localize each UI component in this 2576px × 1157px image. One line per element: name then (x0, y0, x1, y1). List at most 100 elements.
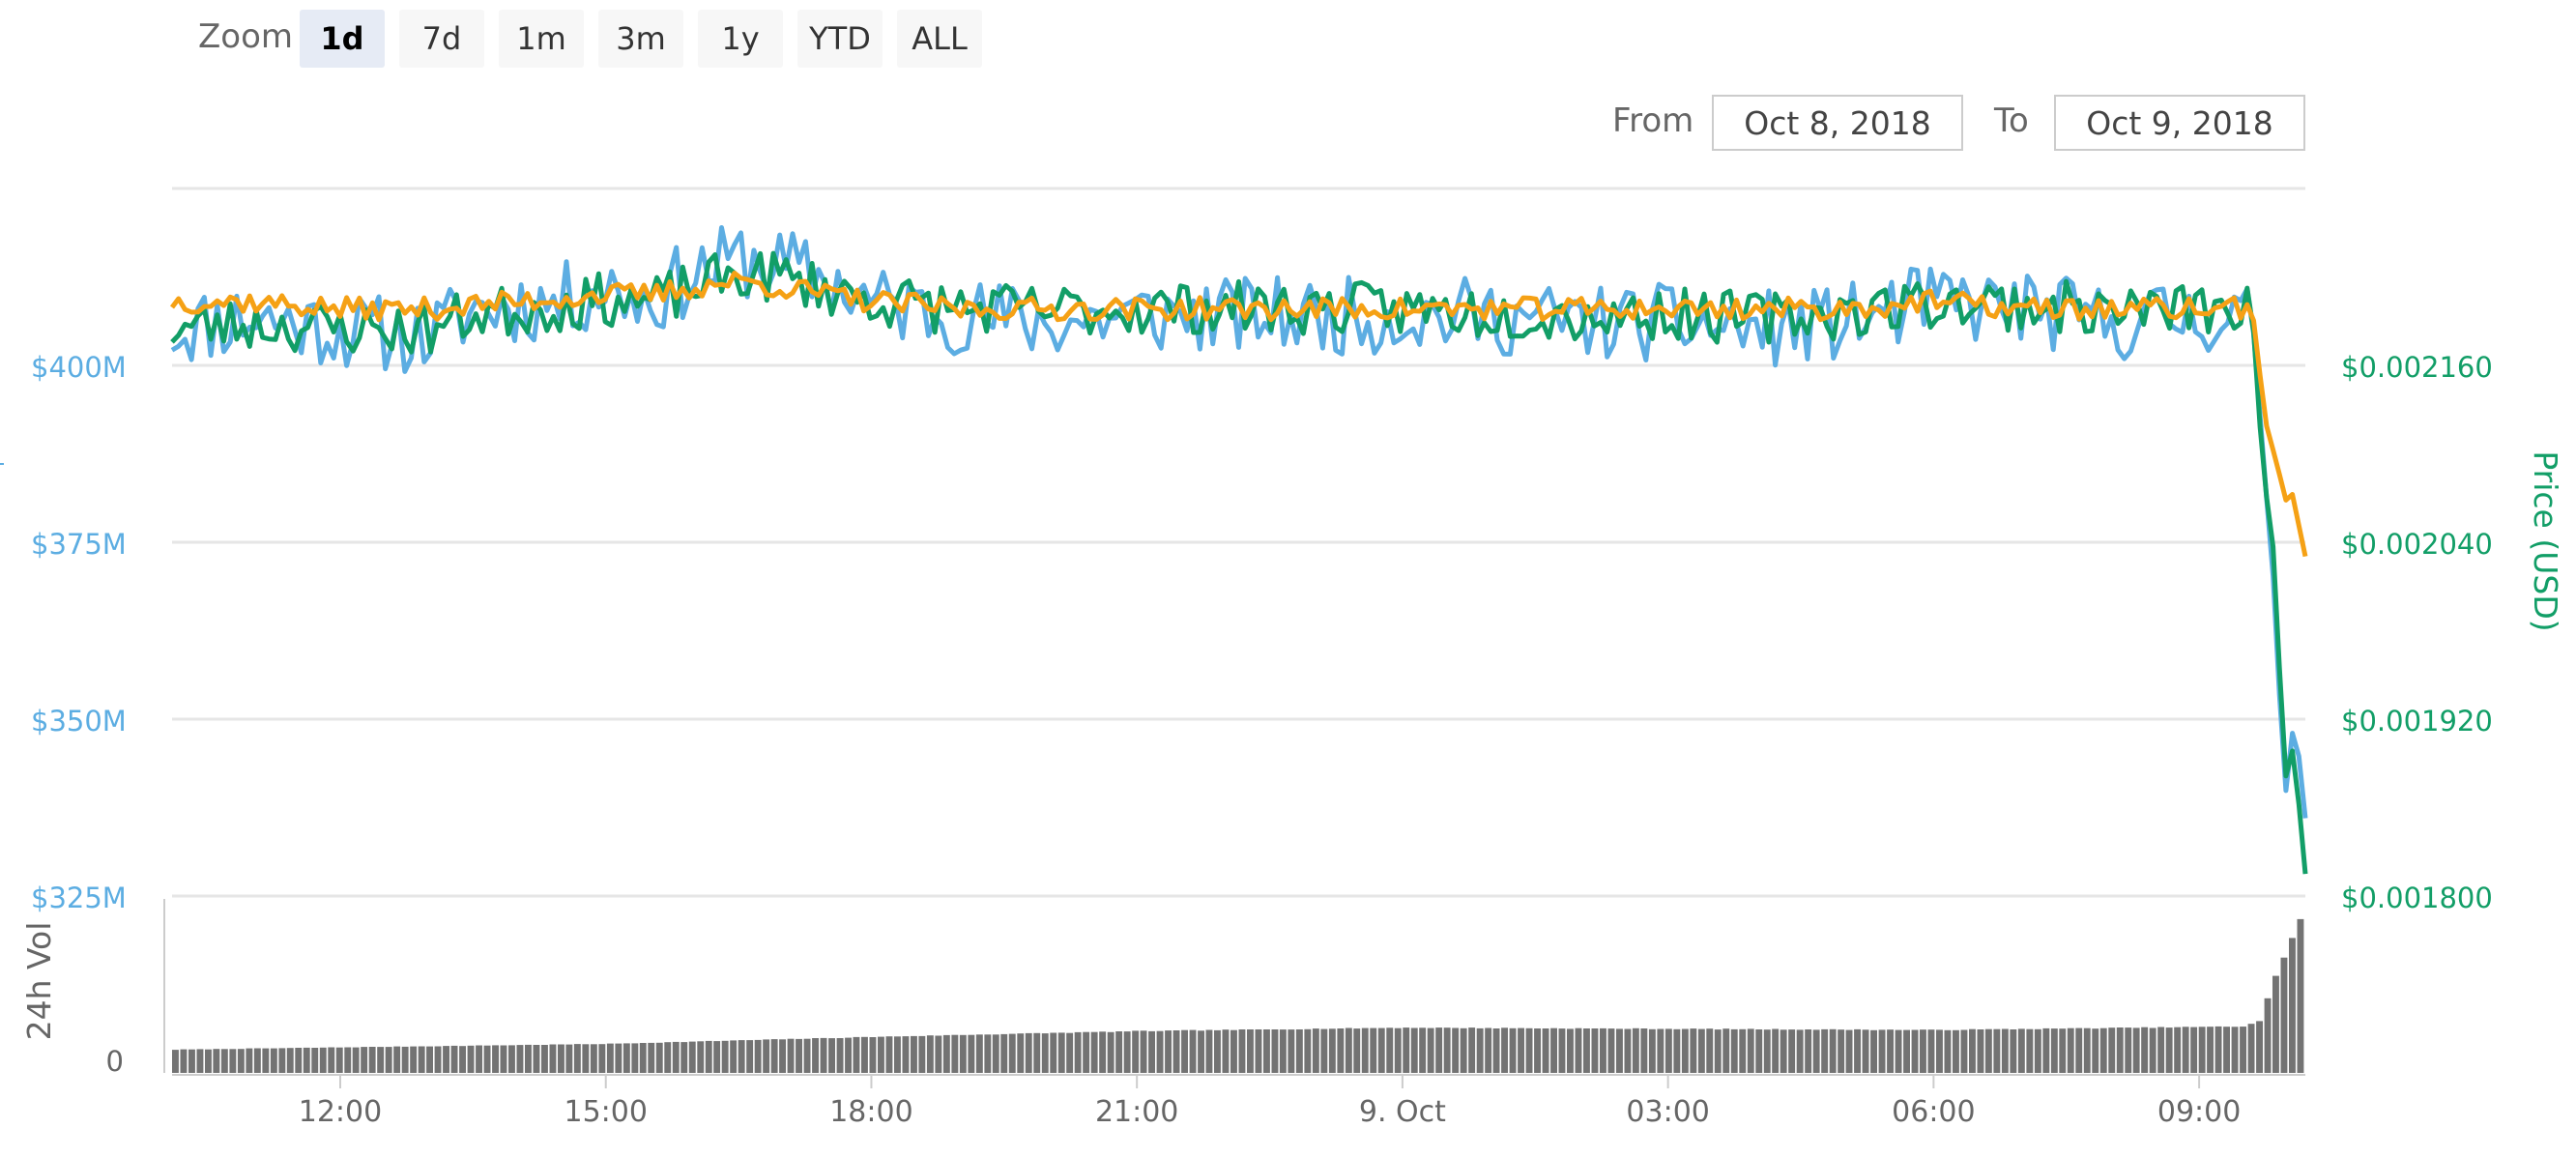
volume-bar (770, 1039, 778, 1073)
volume-bar (377, 1047, 385, 1073)
volume-bar (894, 1036, 901, 1073)
volume-bar (533, 1045, 540, 1073)
volume-bar (508, 1045, 515, 1073)
volume-bar (1230, 1029, 1237, 1073)
x-axis-tick-label: 12:00 (299, 1095, 382, 1129)
zoom-ytd-button[interactable]: YTD (797, 10, 883, 68)
volume-bar (1041, 1033, 1049, 1073)
volume-bar (1903, 1029, 1910, 1073)
volume-bar (606, 1043, 614, 1073)
volume-bar (1115, 1031, 1123, 1073)
volume-bar (1017, 1033, 1025, 1073)
volume-bar (942, 1034, 950, 1073)
volume-bar (205, 1049, 212, 1073)
zoom-1m-button[interactable]: 1m (499, 10, 584, 68)
x-axis-tick-label: 18:00 (829, 1095, 912, 1129)
volume-bar (1000, 1033, 1008, 1073)
volume-bar (180, 1049, 188, 1073)
volume-bar (1443, 1027, 1451, 1073)
volume-bar (918, 1035, 926, 1073)
volume-bar (1534, 1028, 1541, 1073)
volume-bar (1772, 1028, 1780, 1073)
zoom-7d-button[interactable]: 7d (399, 10, 484, 68)
volume-bar (278, 1048, 286, 1073)
volume-bar (1993, 1028, 2001, 1073)
volume-bar (188, 1049, 195, 1073)
volume-bar (648, 1042, 655, 1073)
volume-bar (869, 1037, 877, 1073)
volume-bar (172, 1050, 179, 1073)
zoom-all-button[interactable]: ALL (897, 10, 982, 68)
volume-bar (2075, 1027, 2083, 1073)
volume-bar (1895, 1029, 1902, 1073)
volume-bar (582, 1044, 590, 1073)
volume-bar (1271, 1029, 1279, 1073)
zoom-1d-button[interactable]: 1d (300, 10, 385, 68)
volume-bar (959, 1034, 967, 1073)
volume-bar (450, 1045, 458, 1073)
volume-bar (2256, 1021, 2263, 1073)
volume-bar (992, 1034, 999, 1073)
volume-bar (1944, 1029, 1952, 1073)
volume-bar (1099, 1031, 1107, 1073)
volume-bar (311, 1048, 319, 1073)
volume-bar (1050, 1032, 1057, 1073)
volume-bar (262, 1048, 270, 1073)
volume-bar (1887, 1029, 1894, 1073)
volume-bar (1452, 1027, 1460, 1073)
volume-bar (1821, 1028, 1829, 1073)
range-to-input[interactable] (2054, 95, 2305, 151)
volume-bar (622, 1043, 630, 1073)
volume-bar (796, 1038, 802, 1073)
volume-bar (2042, 1027, 2050, 1073)
volume-bar (385, 1047, 392, 1073)
volume-bar (352, 1047, 360, 1073)
volume-bar (1845, 1029, 1853, 1073)
volume-bar (1090, 1031, 1098, 1073)
volume-bar (590, 1044, 597, 1073)
left-axis-tick-label: $375M (31, 528, 127, 561)
volume-bar (1673, 1028, 1681, 1073)
volume-bar (697, 1041, 705, 1073)
volume-bar (573, 1044, 581, 1073)
volume-bar (246, 1048, 253, 1073)
volume-bar (2190, 1027, 2198, 1073)
range-from-input[interactable] (1712, 95, 1963, 151)
volume-bar (1123, 1031, 1131, 1073)
volume-bar (615, 1043, 622, 1073)
volume-bar (1616, 1028, 1623, 1073)
volume-bar (1468, 1027, 1476, 1073)
volume-bar (2198, 1027, 2206, 1073)
volume-bar (1953, 1029, 1959, 1073)
volume-bar (2141, 1027, 2149, 1073)
volume-bar (1198, 1030, 1204, 1073)
volume-bar (1140, 1030, 1147, 1073)
volume-bar (1862, 1029, 1869, 1073)
volume-bar (1640, 1028, 1648, 1073)
volume-bar (1632, 1027, 1639, 1073)
volume-bar (1370, 1027, 1377, 1073)
volume-bar (500, 1045, 507, 1073)
left-axis-tick-label: $350M (31, 705, 127, 738)
volume-bar (1337, 1028, 1345, 1073)
volume-bar (1714, 1029, 1722, 1073)
volume-bar (1763, 1029, 1771, 1073)
volume-bar (1320, 1028, 1328, 1073)
volume-bar (1132, 1030, 1140, 1073)
volume-bar (2231, 1027, 2239, 1073)
x-axis-tick-label: 06:00 (1892, 1095, 1975, 1129)
volume-bar (1706, 1028, 1714, 1073)
zoom-3m-button[interactable]: 3m (598, 10, 683, 68)
axis-labels: $400M $375M $350M $325M $0.002160 $0.002040 $0… (0, 351, 2564, 1129)
volume-axis-tick-label: 0 (106, 1045, 124, 1078)
zoom-1y-button[interactable]: 1y (698, 10, 783, 68)
volume-bar (1205, 1029, 1213, 1073)
volume-bar (812, 1038, 819, 1073)
x-axis-tick-label: 09:00 (2157, 1095, 2241, 1129)
volume-bar (2207, 1027, 2214, 1073)
volume-bar (1583, 1028, 1590, 1073)
volume-bar (410, 1046, 418, 1073)
volume-bar (476, 1045, 482, 1073)
volume-bar (401, 1046, 409, 1073)
